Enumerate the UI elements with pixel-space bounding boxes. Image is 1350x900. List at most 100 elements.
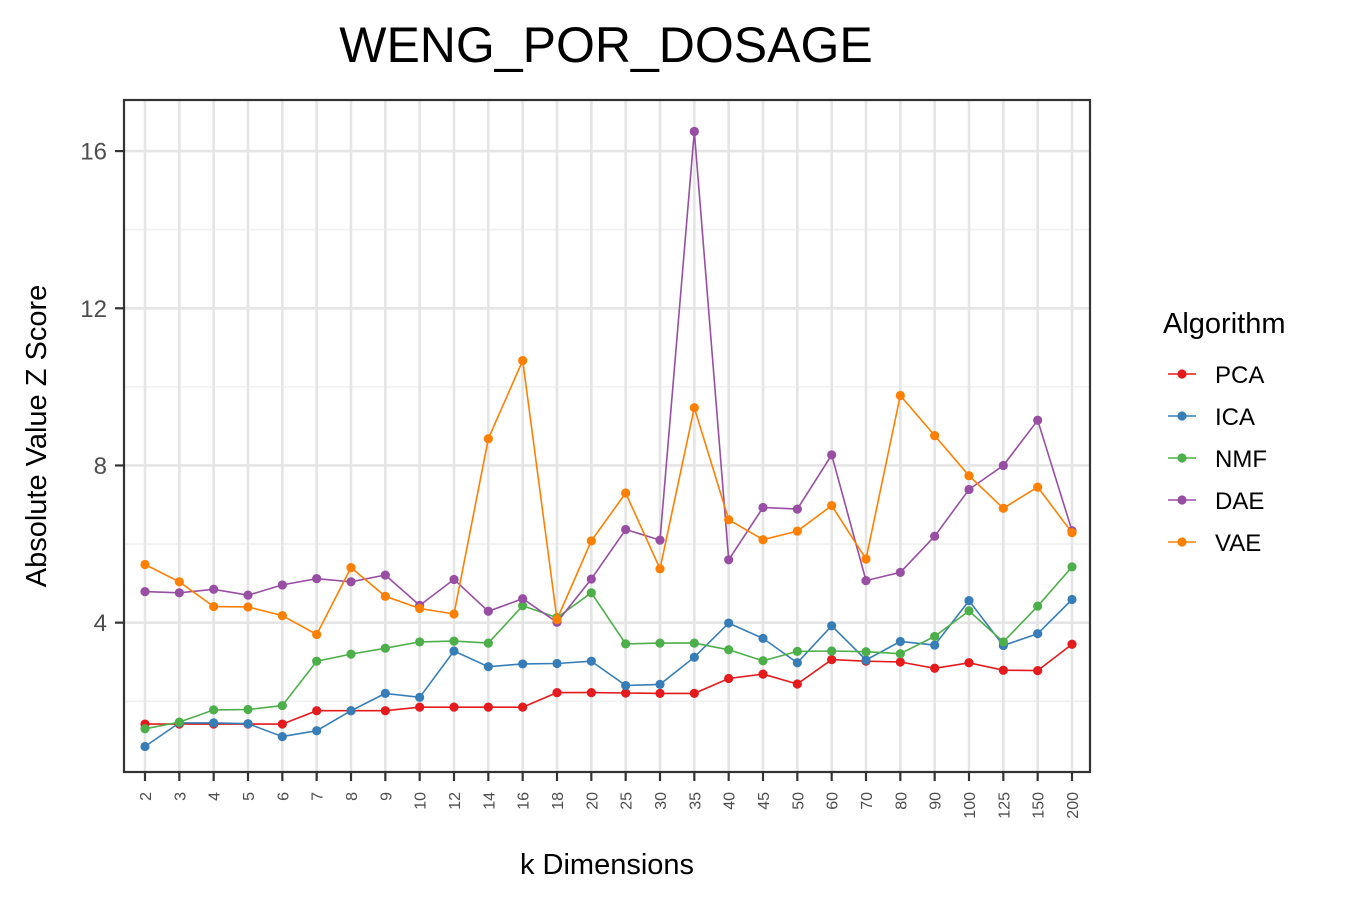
data-point-vae bbox=[140, 559, 150, 570]
data-point-nmf bbox=[758, 656, 768, 666]
data-point-nmf bbox=[380, 643, 390, 653]
data-point-vae bbox=[792, 526, 802, 536]
x-tick-label: 20 bbox=[584, 792, 601, 810]
data-point-pca bbox=[827, 655, 837, 665]
legend-label-ica: ICA bbox=[1215, 404, 1255, 431]
x-tick-label: 18 bbox=[550, 792, 567, 810]
data-point-ica bbox=[209, 718, 219, 728]
data-point-vae bbox=[346, 563, 356, 573]
data-point-nmf bbox=[895, 649, 905, 659]
data-point-vae bbox=[1067, 528, 1077, 538]
data-point-nmf bbox=[861, 647, 871, 657]
data-point-dae bbox=[586, 574, 596, 584]
data-point-vae bbox=[312, 629, 322, 640]
legend-key-point-nmf bbox=[1177, 453, 1187, 463]
data-point-dae bbox=[689, 126, 699, 137]
data-point-ica bbox=[621, 680, 631, 691]
data-point-vae bbox=[174, 577, 184, 587]
legend-title: Algorithm bbox=[1163, 308, 1286, 340]
data-point-dae bbox=[277, 580, 287, 590]
x-tick-label: 8 bbox=[344, 792, 361, 801]
y-tick-label: 4 bbox=[94, 610, 107, 637]
legend-key-point-ica bbox=[1177, 411, 1187, 421]
x-axis: 2 3 4 5 6 7 8 9 10 12 14 16 18 20 25 30 35 40 45 50 60 70 80 90… bbox=[138, 772, 1082, 819]
data-point-vae bbox=[724, 515, 734, 525]
data-point-pca bbox=[415, 702, 425, 712]
data-point-nmf bbox=[140, 724, 150, 734]
data-point-vae bbox=[1033, 482, 1043, 492]
legend-key-point-dae bbox=[1177, 495, 1187, 505]
data-point-ica bbox=[861, 655, 871, 665]
x-tick-label: 45 bbox=[756, 792, 773, 810]
data-point-vae bbox=[758, 535, 768, 545]
x-tick-label: 4 bbox=[207, 792, 224, 801]
x-axis-title: k Dimensions bbox=[520, 849, 694, 881]
data-point-vae bbox=[380, 591, 390, 601]
data-point-ica bbox=[312, 726, 322, 736]
data-point-pca bbox=[518, 702, 528, 712]
x-tick-label: 200 bbox=[1065, 792, 1082, 819]
data-point-ica bbox=[895, 636, 905, 647]
series-line-pca bbox=[145, 643, 1073, 725]
data-point-pca bbox=[586, 688, 596, 698]
data-point-pca bbox=[689, 688, 699, 699]
data-point-dae bbox=[449, 574, 459, 585]
y-tick-label: 12 bbox=[80, 296, 107, 323]
data-point-nmf bbox=[792, 646, 802, 656]
data-point-ica bbox=[1033, 629, 1043, 639]
data-point-vae bbox=[415, 603, 425, 614]
data-point-nmf bbox=[998, 637, 1008, 647]
x-tick-label: 16 bbox=[516, 792, 533, 810]
data-point-ica bbox=[346, 706, 356, 716]
data-point-nmf bbox=[415, 637, 425, 647]
data-point-vae bbox=[518, 355, 528, 366]
data-point-nmf bbox=[724, 645, 734, 655]
data-point-nmf bbox=[449, 636, 459, 646]
data-point-vae bbox=[861, 554, 871, 564]
x-tick-label: 9 bbox=[378, 792, 395, 801]
data-point-nmf bbox=[277, 700, 287, 711]
x-tick-label: 125 bbox=[996, 792, 1013, 819]
data-point-nmf bbox=[174, 717, 184, 727]
data-point-dae bbox=[930, 531, 940, 541]
legend-label-nmf: NMF bbox=[1215, 446, 1267, 473]
data-point-ica bbox=[758, 633, 768, 643]
legend-label-dae: DAE bbox=[1215, 488, 1264, 515]
data-point-ica bbox=[586, 656, 596, 666]
data-point-vae bbox=[689, 403, 699, 413]
data-point-pca bbox=[277, 719, 287, 729]
data-point-pca bbox=[312, 706, 322, 716]
data-point-vae bbox=[827, 500, 837, 511]
data-point-nmf bbox=[346, 649, 356, 659]
data-point-dae bbox=[140, 587, 150, 597]
legend: Algorithm PCA ICA NMF DAE VAE bbox=[1163, 308, 1286, 557]
data-point-ica bbox=[724, 618, 734, 628]
y-tick-label: 16 bbox=[80, 139, 107, 166]
data-point-nmf bbox=[689, 638, 699, 648]
x-tick-label: 3 bbox=[172, 792, 189, 801]
x-tick-label: 100 bbox=[962, 792, 979, 819]
x-tick-label: 25 bbox=[619, 792, 636, 810]
series-line-vae bbox=[144, 357, 1073, 636]
y-axis-title: Absolute Value Z Score bbox=[21, 285, 53, 588]
data-point-nmf bbox=[209, 705, 219, 715]
plot-panel-border bbox=[122, 98, 1092, 774]
data-point-nmf bbox=[827, 646, 837, 656]
data-point-vae bbox=[209, 601, 219, 612]
x-tick-label: 90 bbox=[928, 792, 945, 810]
data-point-ica bbox=[380, 688, 390, 699]
data-point-vae bbox=[621, 488, 631, 498]
x-tick-label: 6 bbox=[275, 792, 292, 801]
data-point-pca bbox=[1067, 639, 1077, 649]
y-tick-label: 8 bbox=[94, 453, 107, 480]
data-point-ica bbox=[552, 658, 562, 669]
data-point-pca bbox=[895, 657, 905, 667]
chart-title: WENG_POR_DOSAGE bbox=[339, 17, 872, 73]
data-point-pca bbox=[380, 706, 390, 716]
y-axis: 4 8 12 16 bbox=[80, 139, 124, 637]
data-point-dae bbox=[861, 576, 871, 586]
data-point-pca bbox=[552, 688, 562, 698]
data-point-vae bbox=[998, 503, 1008, 513]
data-point-nmf bbox=[243, 704, 253, 715]
data-point-pca bbox=[758, 669, 768, 679]
